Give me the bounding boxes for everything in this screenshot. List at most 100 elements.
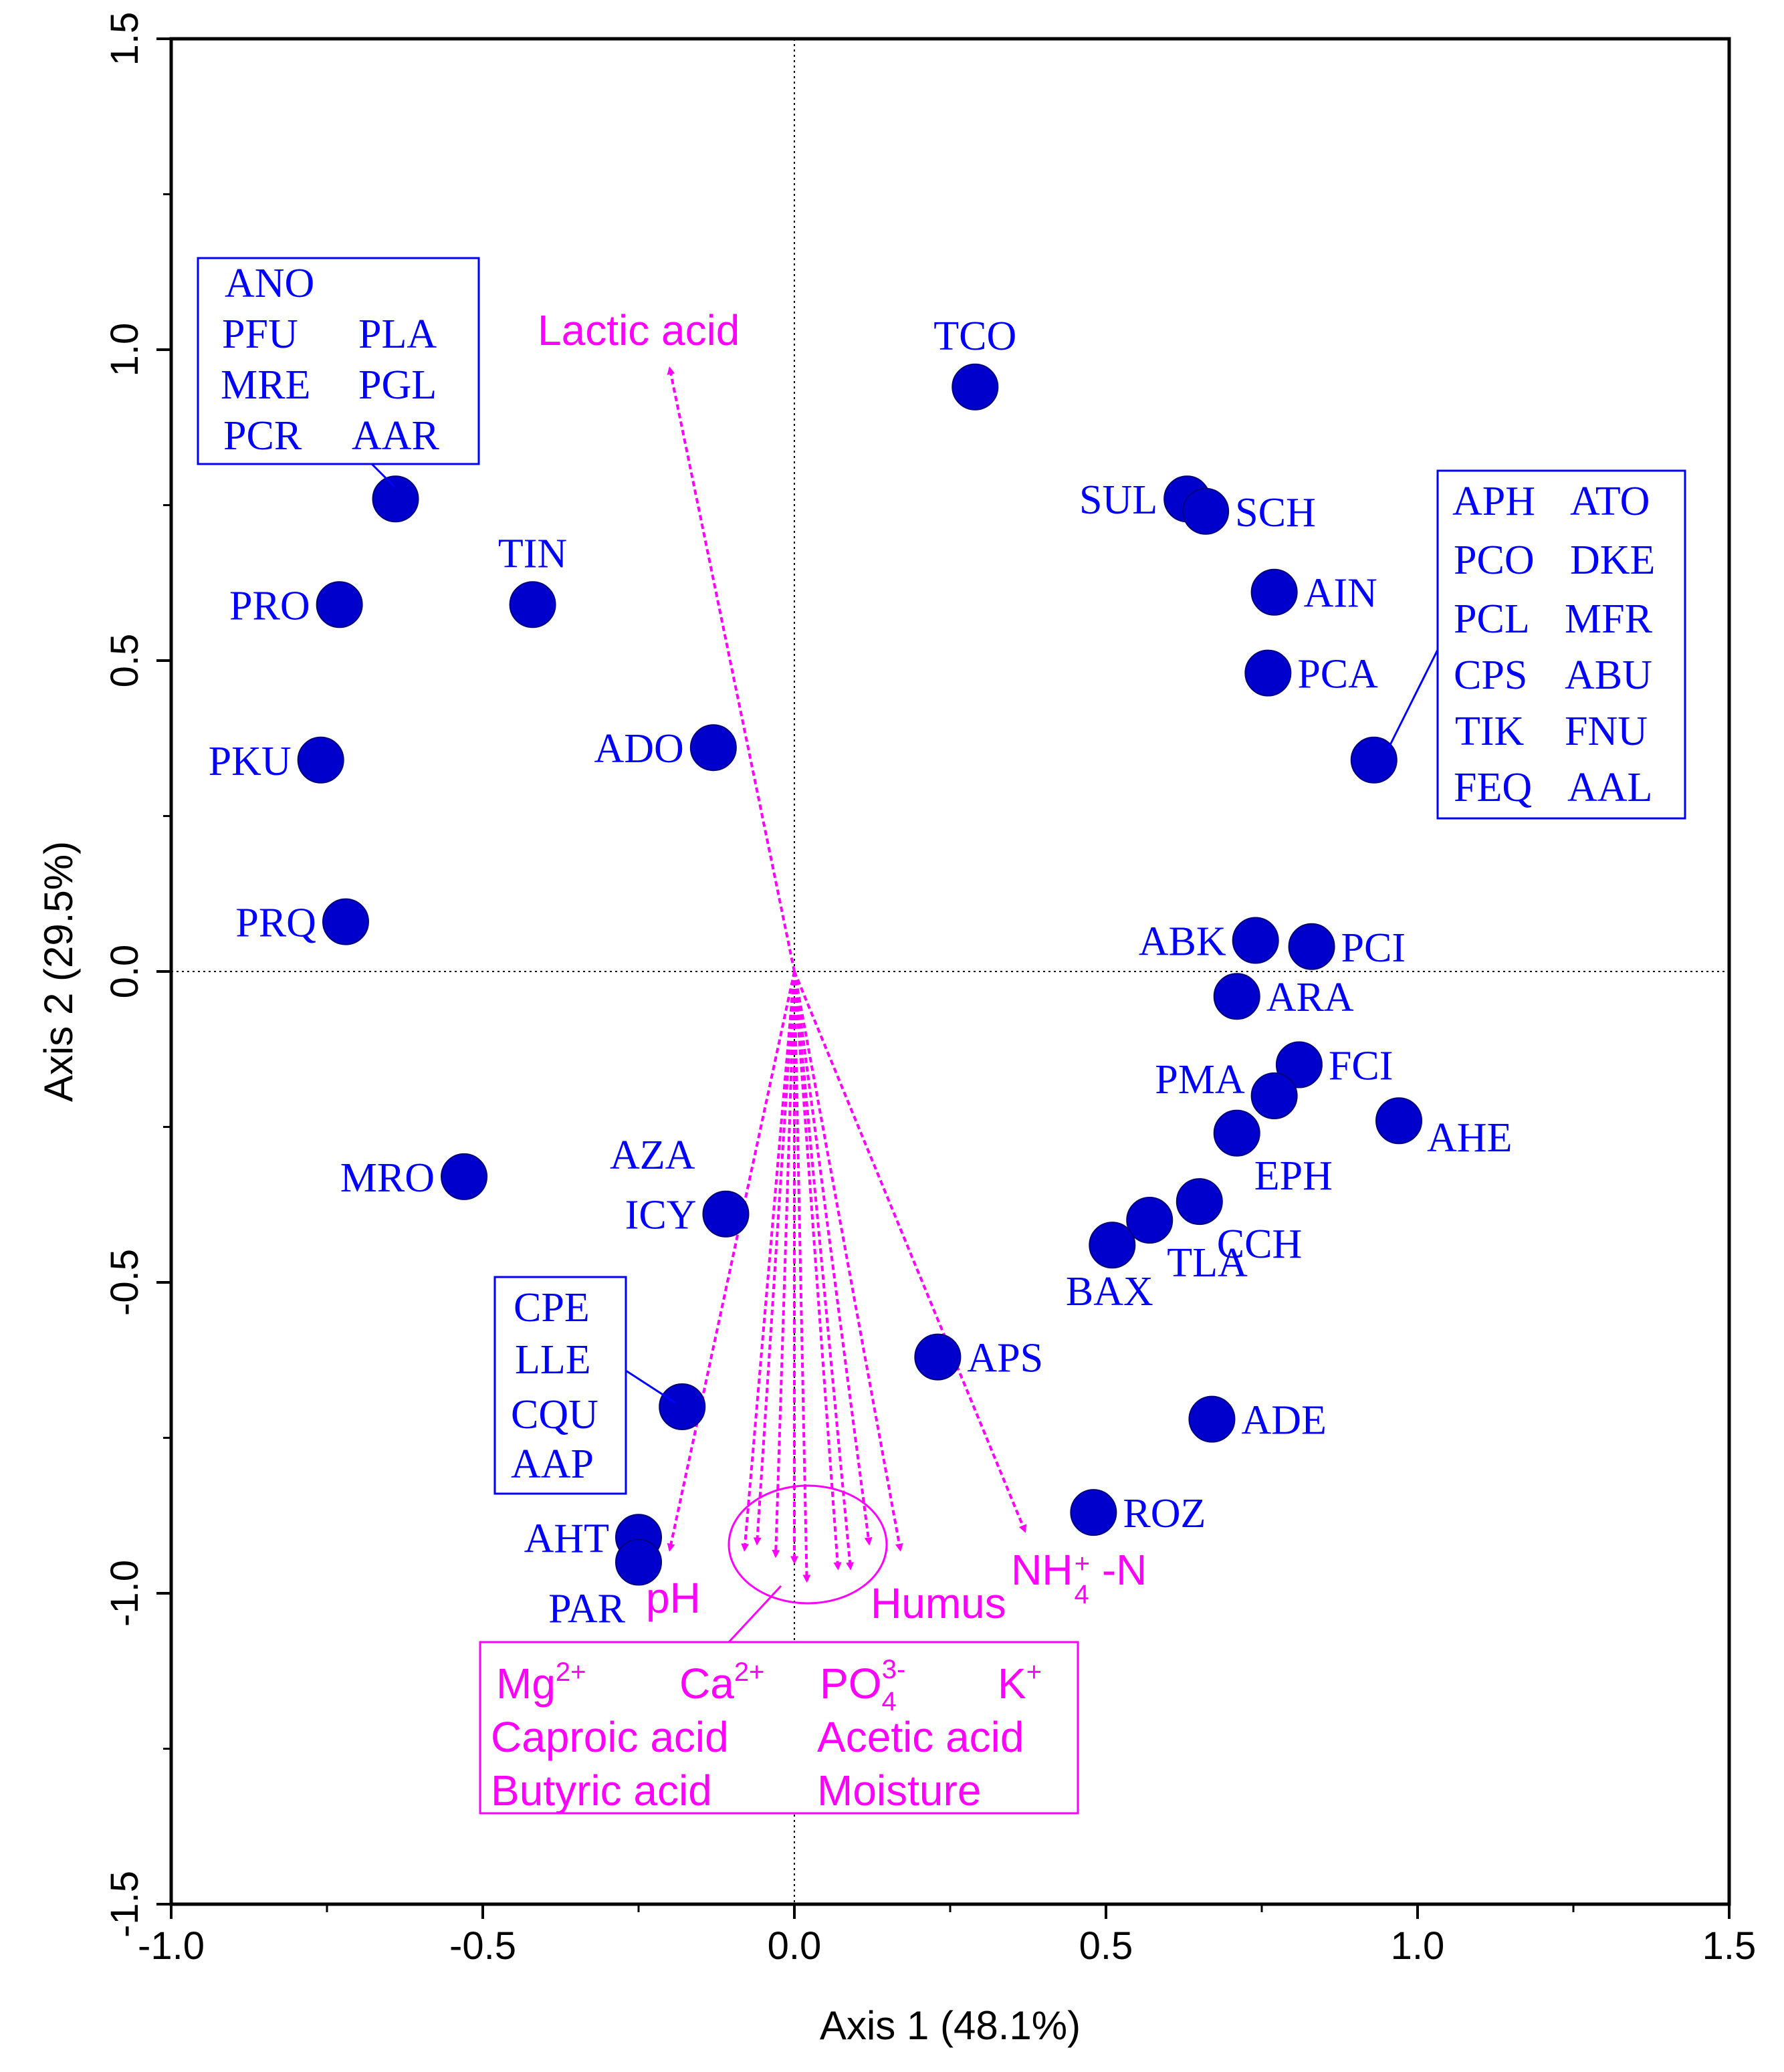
y-tick-label: -1.5 (103, 1871, 146, 1938)
vector-cluster-legend: Mg2+ Ca2+ PO43- K+ Caproic acid Acetic a… (479, 1641, 1079, 1815)
svg-text:FNU: FNU (1565, 709, 1648, 754)
species-point (1350, 736, 1398, 784)
reference-lines (171, 39, 1729, 1904)
y-tick-label: 0.5 (103, 634, 146, 688)
species-point (441, 1153, 488, 1200)
species-label: PKU (209, 739, 292, 784)
vector-label-lactic-acid: Lactic acid (538, 306, 740, 354)
environmental-vector (772, 971, 796, 1559)
svg-text:MFR: MFR (1565, 596, 1653, 642)
environmental-vector (793, 971, 842, 1571)
x-tick-label: -0.5 (449, 1924, 516, 1968)
species-label: TIN (498, 531, 567, 576)
vector-label-ph: pH (646, 1574, 701, 1622)
species-point (1213, 973, 1260, 1020)
x-axis-title: Axis 1 (48.1%) (820, 2003, 1081, 2048)
vector-cluster-connector (728, 1585, 782, 1643)
svg-text:ATO: ATO (1570, 479, 1650, 524)
svg-text:PGL: PGL (358, 362, 437, 408)
y-tick-label: -1.0 (103, 1560, 146, 1627)
species-label: AHE (1427, 1115, 1512, 1161)
species-label-aza: AZA (610, 1133, 695, 1178)
environmental-vector (793, 971, 903, 1552)
svg-text:PCL: PCL (1454, 596, 1530, 642)
species-label: EPH (1254, 1153, 1333, 1199)
environmental-vectors (667, 366, 1026, 1583)
species-point (372, 475, 419, 523)
svg-text:AAR: AAR (352, 413, 440, 459)
species-point (1250, 568, 1298, 616)
svg-text:AAP: AAP (511, 1442, 594, 1487)
svg-text:Butyric acid: Butyric acid (491, 1766, 712, 1815)
vector-label-humus: Humus (871, 1579, 1006, 1627)
y-tick-label: 1.0 (103, 323, 146, 377)
environmental-vector (793, 971, 873, 1546)
species-point (322, 898, 369, 945)
species-point (1176, 1178, 1223, 1226)
svg-text:DKE: DKE (1570, 538, 1655, 583)
x-tick-label: 0.0 (768, 1924, 822, 1968)
species-label: PCI (1341, 925, 1406, 971)
x-tick-label: -1.0 (138, 1924, 205, 1968)
species-label: ROZ (1123, 1491, 1206, 1536)
species-point (1188, 1395, 1236, 1443)
species-point (1288, 923, 1335, 970)
species-label: PRQ (235, 901, 316, 946)
species-point (509, 581, 556, 628)
x-tick-label: 1.0 (1391, 1924, 1445, 1968)
species-point (615, 1538, 662, 1586)
svg-text:PCR: PCR (223, 413, 302, 459)
species-point (316, 581, 363, 628)
environmental-vector (793, 971, 811, 1583)
svg-text:PCO: PCO (1454, 538, 1535, 583)
species-label: SCH (1235, 490, 1316, 536)
species-label: PCA (1297, 652, 1378, 697)
svg-text:MRE: MRE (221, 362, 310, 408)
species-label: BAX (1066, 1269, 1153, 1314)
species-label: ADE (1241, 1398, 1326, 1444)
species-point (1232, 917, 1279, 964)
species-group-left-top: ANO PFU PLA MRE PGL PCR AAR (197, 257, 480, 488)
species-point (1250, 1072, 1298, 1119)
species-point (297, 736, 344, 784)
environmental-vector (793, 971, 1026, 1533)
species-label: CCH (1217, 1222, 1302, 1267)
environmental-vector (741, 971, 796, 1552)
x-tick-label: 0.5 (1079, 1924, 1133, 1968)
svg-text:K+: K+ (998, 1657, 1042, 1708)
species-point (1375, 1097, 1423, 1145)
svg-text:Acetic acid: Acetic acid (817, 1713, 1024, 1761)
species-point (914, 1333, 962, 1381)
svg-text:PO43-: PO43- (820, 1655, 905, 1716)
svg-text:CPE: CPE (514, 1285, 590, 1331)
svg-text:CPS: CPS (1454, 653, 1527, 698)
species-label: AIN (1304, 571, 1377, 616)
species-point (1126, 1197, 1174, 1244)
vector-label-nh4: NH4+ -N (1011, 1546, 1147, 1609)
svg-text:LLE: LLE (515, 1337, 591, 1383)
y-axis-title: Axis 2 (29.5%) (36, 841, 81, 1102)
y-tick-label: -0.5 (103, 1249, 146, 1316)
vector-cluster-ellipse (728, 1484, 888, 1605)
svg-text:TIK: TIK (1455, 709, 1525, 754)
species-label: ABK (1139, 919, 1226, 965)
svg-text:Mg2+: Mg2+ (496, 1657, 586, 1708)
species-point (702, 1190, 750, 1238)
species-point (1244, 649, 1292, 697)
species-label: SUL (1079, 477, 1157, 523)
svg-text:FEQ: FEQ (1454, 765, 1532, 810)
species-group-left-bottom: CPE LLE CQU AAP (493, 1276, 676, 1495)
species-label: ADO (594, 726, 684, 772)
species-point (1182, 487, 1230, 535)
species-label: PAR (548, 1587, 626, 1632)
species-label: APS (967, 1336, 1043, 1381)
species-point (952, 363, 999, 411)
species-group-right: APH ATO PCO DKE PCL MFR CPS ABU TIK FNU … (1387, 469, 1686, 820)
species-label: TLA (1167, 1240, 1248, 1286)
x-tick-label: 1.5 (1702, 1924, 1757, 1968)
svg-text:Ca2+: Ca2+ (679, 1657, 764, 1708)
y-axis: -1.5 -1.0 -0.5 0.0 0.5 1.0 1.5 (103, 12, 171, 1938)
species-label: ICY (625, 1193, 697, 1238)
